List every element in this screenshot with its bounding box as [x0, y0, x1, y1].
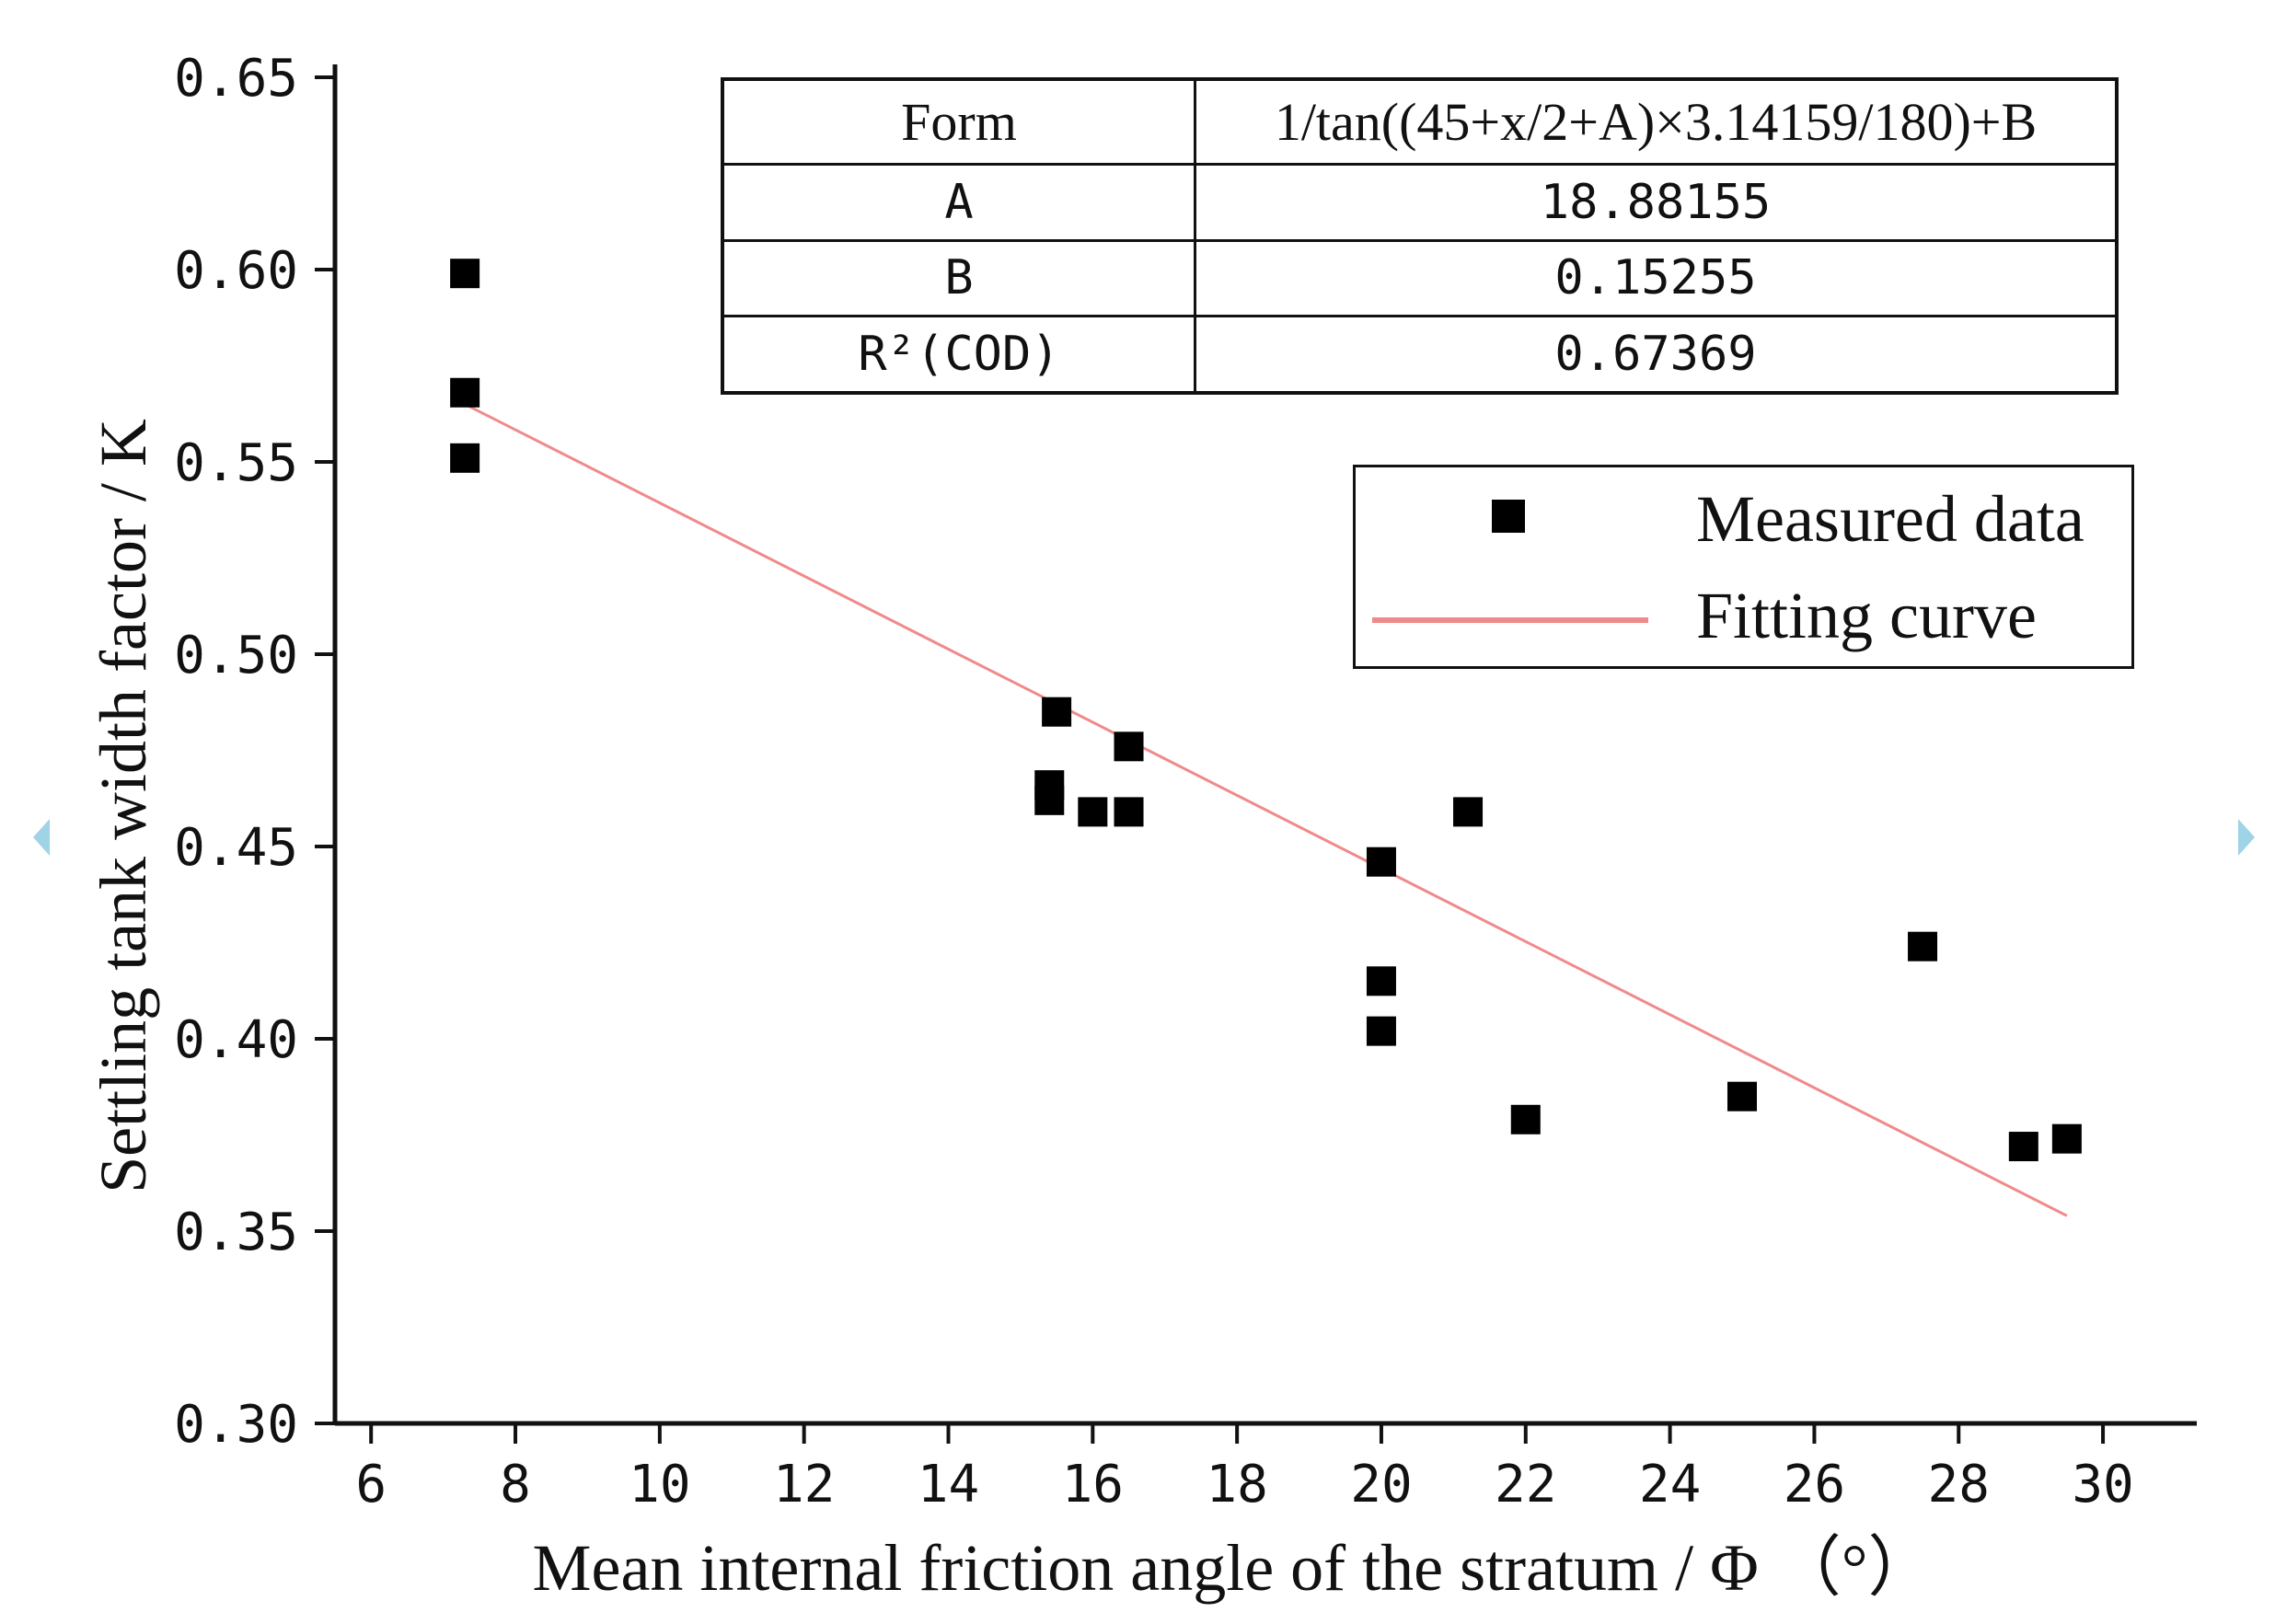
param-b-value: 0.15255 — [1194, 238, 2119, 318]
data-point — [1510, 1104, 1541, 1134]
y-tick-label: 0.60 — [174, 241, 298, 301]
param-b-label: B — [721, 238, 1196, 318]
data-point — [1034, 785, 1065, 815]
axes — [332, 64, 2197, 1426]
r-squared-value: 0.67369 — [1194, 315, 2119, 395]
x-tick-label: 24 — [1639, 1455, 1701, 1515]
ticks: 6 8 10 12 14 16 18 20 22 24 26 28 30 0.30 0.35 0.40 0.45… — [174, 49, 2134, 1515]
data-point — [1078, 797, 1108, 827]
data-point — [450, 443, 480, 473]
x-tick-label: 28 — [1928, 1455, 1990, 1515]
table-row: A 18.88155 — [721, 162, 2119, 242]
previous-arrow-icon[interactable] — [33, 819, 50, 856]
next-arrow-icon[interactable] — [2238, 819, 2255, 856]
form-label: Form — [721, 77, 1196, 166]
x-tick-label: 30 — [2072, 1455, 2133, 1515]
table-row: R²(COD) 0.67369 — [721, 315, 2119, 395]
y-tick-label: 0.30 — [174, 1395, 298, 1455]
legend-label-measured: Measured data — [1696, 482, 2084, 556]
x-tick-label: 26 — [1784, 1455, 1845, 1515]
y-tick-label: 0.55 — [174, 433, 298, 493]
data-point — [450, 259, 480, 289]
x-tick-label: 20 — [1350, 1455, 1412, 1515]
table-row: Form 1/tan((45+x/2+A)×3.14159/180)+B — [721, 77, 2119, 166]
data-point — [450, 377, 480, 408]
fitting-curve-line — [464, 402, 2068, 1217]
x-tick-label: 18 — [1206, 1455, 1267, 1515]
y-tick-label: 0.35 — [174, 1203, 298, 1262]
legend-item-fitting: Fitting curve — [1356, 569, 2131, 661]
data-point — [1114, 731, 1144, 762]
y-axis-title: Settling tank width factor / K — [87, 419, 160, 1193]
legend: Measured data Fitting curve — [1353, 465, 2134, 669]
form-value: 1/tan((45+x/2+A)×3.14159/180)+B — [1194, 77, 2119, 166]
data-point — [2008, 1132, 2038, 1162]
x-axis-title: Mean internal friction angle of the stra… — [532, 1531, 1934, 1605]
data-point — [1114, 797, 1144, 827]
x-tick-label: 12 — [773, 1455, 835, 1515]
fit-parameters-table: Form 1/tan((45+x/2+A)×3.14159/180)+B A 1… — [721, 77, 2119, 395]
data-point — [2051, 1123, 2082, 1154]
y-tick-label: 0.40 — [174, 1010, 298, 1070]
param-a-value: 18.88155 — [1194, 162, 2119, 242]
data-point — [1908, 931, 1938, 962]
table-row: B 0.15255 — [721, 238, 2119, 318]
y-tick-label: 0.45 — [174, 818, 298, 878]
data-point — [1366, 966, 1396, 996]
param-a-label: A — [721, 162, 1196, 242]
y-tick-label: 0.65 — [174, 49, 298, 109]
data-point — [1366, 1016, 1396, 1046]
square-marker-icon — [1492, 500, 1525, 533]
data-point — [1727, 1081, 1758, 1111]
data-points — [450, 259, 2082, 1162]
x-tick-label: 6 — [355, 1455, 387, 1515]
x-tick-label: 22 — [1495, 1455, 1556, 1515]
x-tick-label: 16 — [1062, 1455, 1124, 1515]
line-marker-icon — [1372, 617, 1648, 623]
r-squared-label: R²(COD) — [721, 315, 1196, 395]
x-tick-label: 10 — [629, 1455, 690, 1515]
data-point — [1453, 797, 1484, 827]
data-point — [1366, 847, 1396, 877]
data-point — [1042, 697, 1072, 727]
legend-item-measured: Measured data — [1356, 472, 2131, 564]
x-tick-label: 14 — [918, 1455, 979, 1515]
legend-label-fitting: Fitting curve — [1696, 579, 2037, 652]
x-tick-label: 8 — [500, 1455, 531, 1515]
y-tick-label: 0.50 — [174, 626, 298, 685]
